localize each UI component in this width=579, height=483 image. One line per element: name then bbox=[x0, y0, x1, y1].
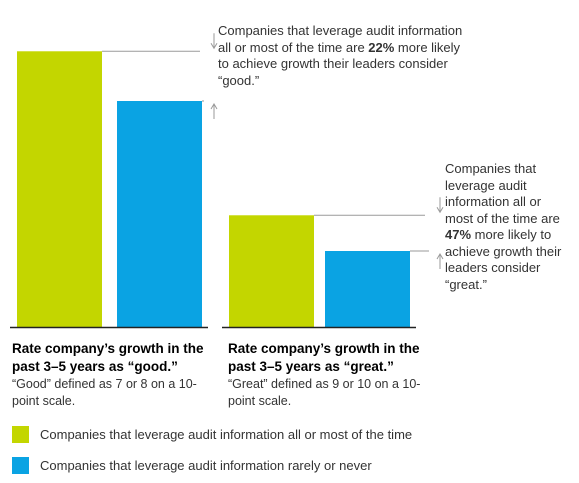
group-label-great: Rate company’s growth in the past 3–5 ye… bbox=[228, 340, 443, 410]
group-note-good: “Good” defined as 7 or 8 on a 10-point s… bbox=[12, 377, 197, 408]
bar-chart bbox=[10, 33, 444, 329]
group-heading-good: Rate company’s growth in the past 3–5 ye… bbox=[12, 341, 204, 374]
legend-swatch-often bbox=[12, 425, 29, 443]
bar-good-rarely bbox=[117, 101, 202, 327]
legend-item-often: Companies that leverage audit informatio… bbox=[12, 424, 412, 444]
legend-label-rarely: Companies that leverage audit informatio… bbox=[40, 457, 372, 473]
annotation-great: Companies that leverage audit informatio… bbox=[445, 161, 562, 292]
arrow-up-head-good bbox=[210, 103, 218, 110]
annotation-good: Companies that leverage audit informatio… bbox=[218, 23, 463, 88]
arrow-up-head-great bbox=[436, 253, 444, 260]
bar-great-rarely bbox=[325, 251, 410, 327]
legend-swatch-rarely bbox=[12, 456, 29, 474]
group-heading-great: Rate company’s growth in the past 3–5 ye… bbox=[228, 341, 420, 374]
legend-item-rarely: Companies that leverage audit informatio… bbox=[12, 455, 372, 475]
bar-good-often bbox=[17, 51, 102, 327]
group-note-great: “Great” defined as 9 or 10 on a 10-point… bbox=[228, 377, 421, 408]
arrow-down-head-great bbox=[436, 207, 444, 214]
arrow-down-head-good bbox=[210, 43, 218, 50]
legend-label-often: Companies that leverage audit informatio… bbox=[40, 426, 413, 442]
bar-great-often bbox=[229, 215, 314, 327]
group-label-good: Rate company’s growth in the past 3–5 ye… bbox=[12, 340, 222, 410]
